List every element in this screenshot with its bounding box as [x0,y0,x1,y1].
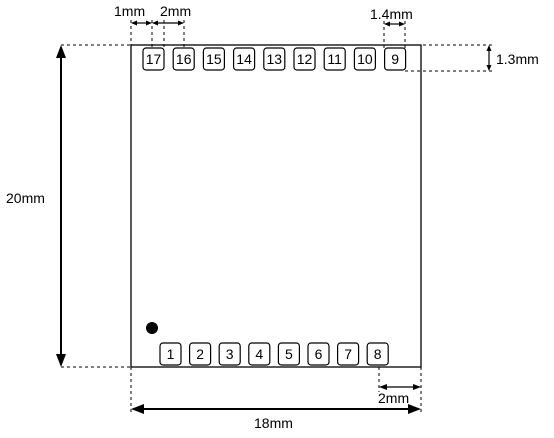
pin1-indicator-dot [146,322,158,334]
height-label: 20mm [6,190,45,206]
pin-17: 17 [142,47,165,71]
pin-13: 13 [263,47,286,71]
pin-label: 3 [226,346,234,362]
pin-height-dimension: 1.3mm [405,44,539,72]
pin-1: 1 [159,342,182,366]
pin-3: 3 [218,342,241,366]
pin-pad [366,342,389,366]
pin-5: 5 [277,342,300,366]
pin-pad [307,342,330,366]
pin-width-dimension: 1.4mm [370,6,413,48]
pin-2: 2 [189,342,212,366]
pin-gap-dimension: 1mm [114,3,153,48]
pin-gap-label: 1mm [114,3,145,19]
pin-7: 7 [337,342,360,366]
pin-label: 14 [236,51,252,67]
pin-12: 12 [293,47,316,71]
edge-offset-label: 2mm [378,390,409,406]
pin-label: 12 [297,51,313,67]
pin-pad [142,47,165,71]
pin-pad [202,47,225,71]
pin-label: 9 [391,51,399,67]
top-pin-row: 17 16 15 14 13 12 11 10 9 [142,47,407,71]
pin-label: 8 [374,346,382,362]
edge-offset-dimension: 2mm [378,367,421,406]
pin-pad [353,47,376,71]
pin-pad [218,342,241,366]
pin-15: 15 [202,47,225,71]
pin-label: 11 [327,51,342,67]
width-dimension: 18mm [130,367,422,431]
module-outline [130,44,422,368]
pin-10: 10 [353,47,376,71]
pin-label: 17 [146,51,162,67]
pin-pad [248,342,271,366]
pin-width-label: 1.4mm [370,6,413,22]
pin-pad [293,47,316,71]
pin-pad [189,342,212,366]
pin-8: 8 [366,342,389,366]
pin-pad [337,342,360,366]
pin-pad [172,47,195,71]
pin-height-label: 1.3mm [496,51,539,67]
pin-label: 4 [255,346,263,362]
pin-11: 11 [323,47,346,71]
pin-label: 2 [196,346,204,362]
bottom-pin-row: 1 2 3 4 5 6 7 8 [159,342,389,366]
pin-label: 10 [357,51,373,67]
height-dimension: 20mm [6,44,131,368]
pin-pad [233,47,256,71]
pin-label: 6 [315,346,323,362]
pin-9: 9 [384,47,407,71]
pin-label: 15 [206,51,222,67]
pin-4: 4 [248,342,271,366]
pin-label: 16 [176,51,192,67]
pin-label: 1 [167,346,175,362]
pin-pitch-label: 2mm [160,3,191,19]
pin-16: 16 [172,47,195,71]
pin-pad [384,47,407,71]
pin-pad [159,342,182,366]
pin-label: 13 [267,51,283,67]
pin-label: 7 [344,346,352,362]
pin-pitch-dimension: 2mm [152,3,191,48]
pin-label: 5 [285,346,293,362]
pin-14: 14 [233,47,256,71]
pin-6: 6 [307,342,330,366]
pin-pad [323,47,346,71]
width-label: 18mm [254,415,293,431]
pin-pad [263,47,286,71]
pin-pad [277,342,300,366]
